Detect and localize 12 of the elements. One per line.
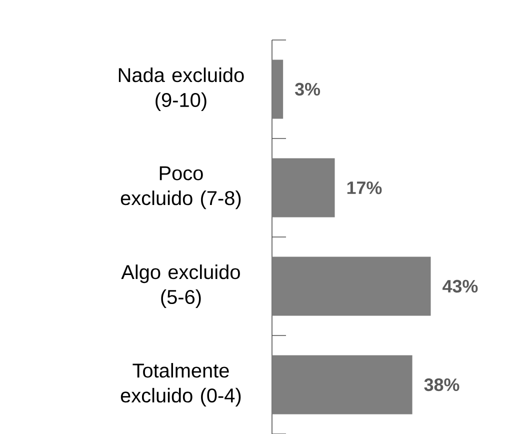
bar: [272, 355, 412, 414]
y-tick-label: Nada excluido (9-10): [118, 68, 244, 111]
y-tick-label: Poco excluido (7-8): [120, 166, 241, 210]
data-label: 17%: [347, 181, 382, 194]
data-label: 3%: [295, 82, 320, 96]
y-tick-label: Algo excluido (5-6): [121, 264, 240, 308]
bar: [272, 158, 335, 218]
bar: [272, 256, 431, 316]
data-label: 38%: [424, 378, 460, 392]
y-tick-label: Totalmente excluido (0-4): [120, 363, 241, 406]
data-label: 43%: [442, 280, 478, 293]
bar: [272, 60, 284, 119]
